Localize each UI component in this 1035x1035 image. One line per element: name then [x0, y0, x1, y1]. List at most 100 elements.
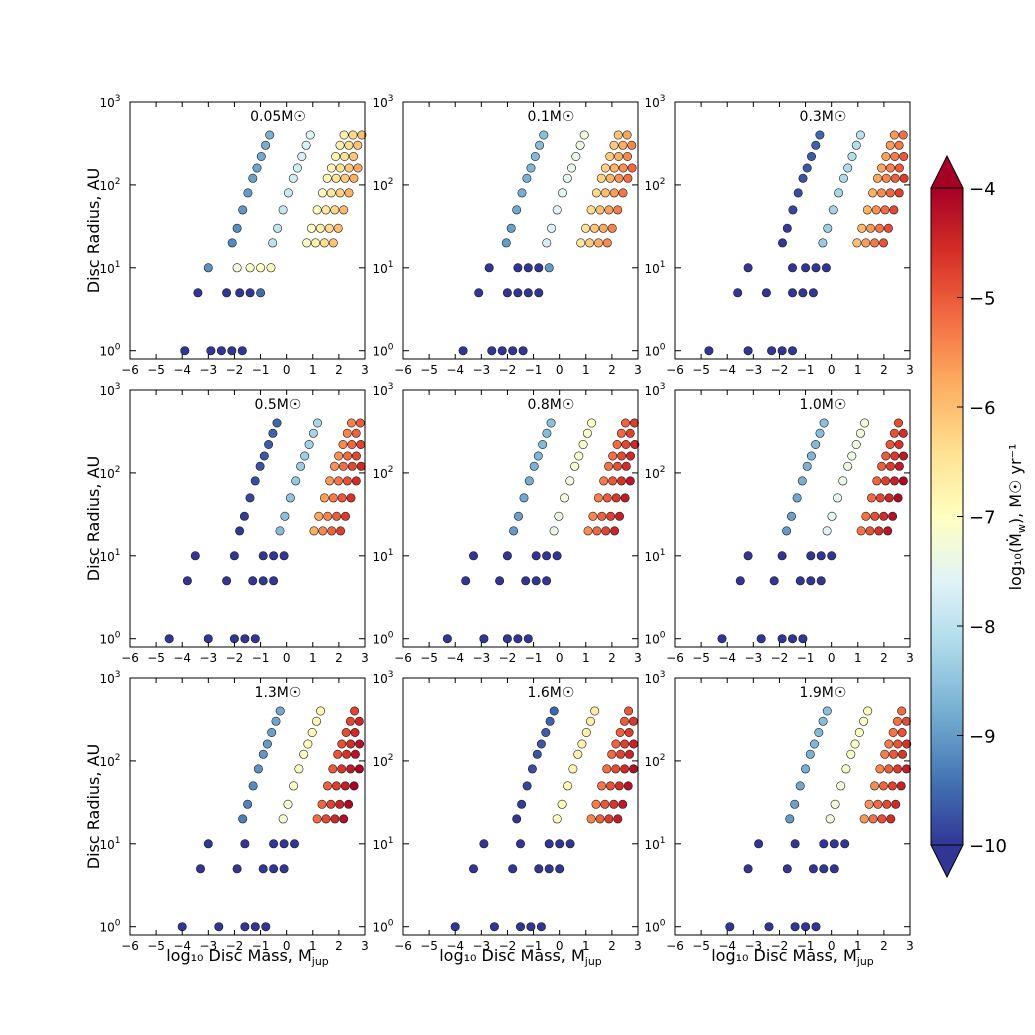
- y-tick-exponent: 2: [388, 465, 394, 475]
- data-point: [619, 716, 629, 726]
- data-point: [232, 263, 242, 273]
- data-point: [764, 922, 774, 932]
- colorbar-tick-label: −9: [969, 727, 996, 748]
- data-point: [238, 814, 248, 824]
- y-tick-exponent: 1: [388, 836, 394, 846]
- data-point: [299, 749, 309, 759]
- x-tick-label: −4: [173, 939, 191, 953]
- data-point: [586, 814, 596, 824]
- data-point: [206, 346, 216, 356]
- panel-title: 1.0M☉: [800, 397, 847, 413]
- data-point: [555, 839, 565, 849]
- data-point: [613, 205, 623, 215]
- data-point: [898, 476, 908, 486]
- data-point: [266, 263, 276, 273]
- data-point: [252, 163, 262, 173]
- data-point: [624, 706, 634, 716]
- colorbar-tick-label: −6: [969, 398, 996, 419]
- data-point: [592, 526, 602, 536]
- x-tick-label: −1: [525, 651, 543, 665]
- data-point: [335, 188, 345, 198]
- data-point: [889, 749, 899, 759]
- data-point: [245, 288, 255, 298]
- data-point: [250, 634, 260, 644]
- x-tick-label: −4: [446, 939, 464, 953]
- y-tick-label: 101: [372, 836, 393, 852]
- panel-title: 0.3M☉: [800, 109, 847, 125]
- data-point: [542, 551, 552, 561]
- data-point: [357, 130, 367, 140]
- x-tick-label: 2: [608, 363, 616, 377]
- data-point: [602, 764, 612, 774]
- data-point: [310, 238, 320, 248]
- data-point: [547, 223, 557, 233]
- y-tick-exponent: 3: [660, 382, 666, 392]
- data-point: [811, 439, 821, 449]
- data-point: [347, 461, 357, 471]
- x-tick-label: 0: [556, 939, 564, 953]
- x-tick-label: 1: [854, 363, 862, 377]
- x-tick-label: −4: [446, 363, 464, 377]
- data-point: [872, 476, 882, 486]
- x-tick-label: −6: [394, 363, 412, 377]
- colorbar-tick-label: −7: [969, 508, 996, 529]
- data-point: [600, 163, 610, 173]
- data-point: [847, 451, 857, 461]
- x-tick-label: −6: [121, 363, 139, 377]
- data-point: [193, 288, 203, 298]
- data-point: [349, 781, 359, 791]
- colorbar-extend-max: [930, 154, 964, 189]
- data-point: [861, 238, 871, 248]
- data-point: [608, 476, 618, 486]
- data-point: [508, 864, 518, 874]
- data-point: [859, 814, 869, 824]
- data-point: [856, 526, 866, 536]
- y-tick-base: 10: [644, 384, 659, 398]
- data-point: [351, 476, 361, 486]
- data-point: [354, 716, 364, 726]
- data-point: [795, 781, 805, 791]
- data-point: [881, 451, 891, 461]
- data-point: [214, 922, 224, 932]
- data-point: [269, 864, 279, 874]
- data-point: [597, 511, 607, 521]
- data-point: [552, 551, 562, 561]
- data-point: [265, 130, 275, 140]
- data-point: [517, 188, 527, 198]
- data-point: [571, 152, 581, 162]
- data-point: [308, 428, 318, 438]
- x-tick-label: 2: [880, 363, 888, 377]
- data-point: [898, 428, 908, 438]
- data-point: [889, 205, 899, 215]
- plot-frame: [129, 677, 366, 936]
- x-tick-label: −3: [744, 363, 762, 377]
- data-point: [838, 476, 848, 486]
- data-point: [822, 706, 832, 716]
- y-tick-label: 102: [644, 753, 665, 769]
- data-point: [870, 238, 880, 248]
- data-point: [513, 263, 523, 273]
- x-tick-label: 3: [361, 939, 369, 953]
- x-tick-label: −6: [121, 651, 139, 665]
- data-point: [894, 439, 904, 449]
- x-tick-label: 3: [906, 939, 914, 953]
- x-tick-label: −4: [173, 651, 191, 665]
- data-point: [613, 130, 623, 140]
- x-tick-label: 2: [880, 939, 888, 953]
- data-point: [538, 439, 548, 449]
- data-point: [754, 839, 764, 849]
- data-point: [524, 476, 534, 486]
- data-point: [333, 749, 343, 759]
- x-tick-label: 0: [556, 363, 564, 377]
- data-point: [268, 238, 278, 248]
- data-point: [545, 716, 555, 726]
- y-tick-base: 10: [99, 96, 114, 110]
- data-point: [324, 223, 334, 233]
- colorbar-label-main: log₁₀(Ṁ: [1006, 533, 1025, 590]
- data-point: [621, 439, 631, 449]
- data-point: [787, 634, 797, 644]
- data-point: [262, 739, 272, 749]
- y-tick-base: 10: [99, 179, 114, 193]
